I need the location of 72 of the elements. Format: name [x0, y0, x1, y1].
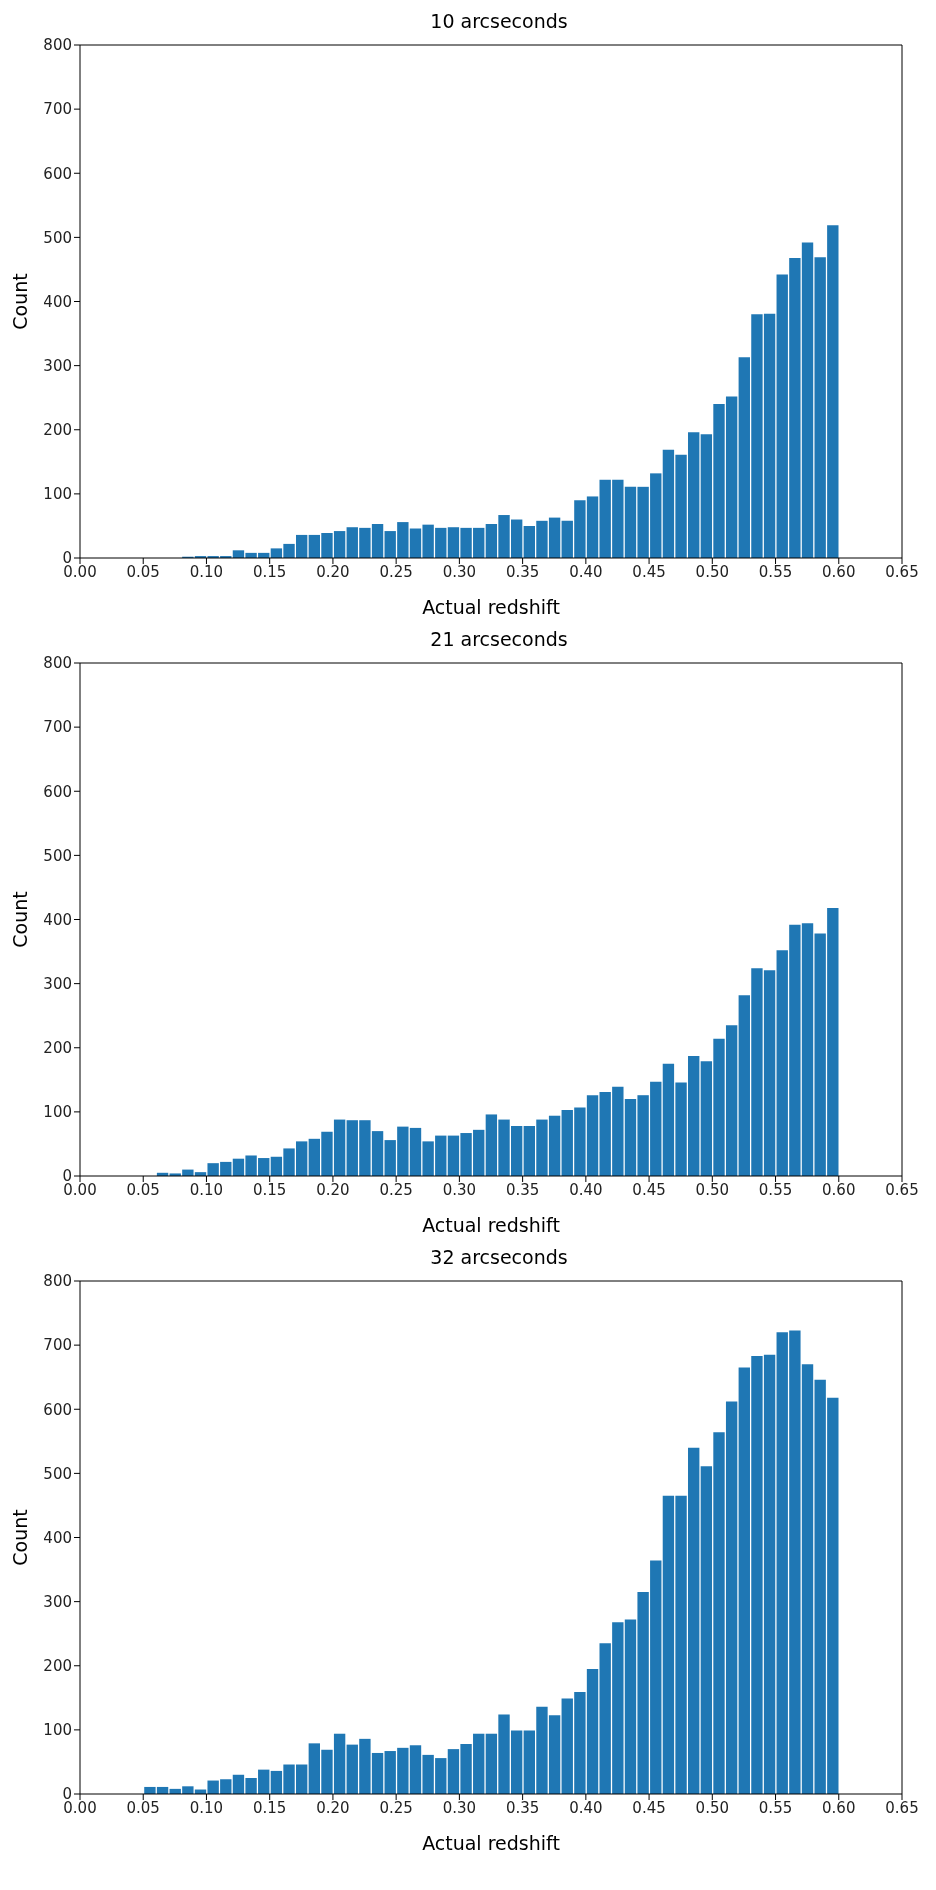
x-axis-title: Actual redshift [422, 1214, 560, 1236]
x-tick-label: 0.30 [442, 1180, 477, 1199]
y-tick-label: 800 [43, 1272, 72, 1291]
x-tick-label: 0.60 [822, 1180, 856, 1199]
y-axis-title: Count [8, 1509, 31, 1566]
x-tick-label: 0.55 [758, 562, 793, 581]
x-tick-label: 0.35 [505, 1798, 540, 1817]
x-tick-label: 0.55 [758, 1180, 793, 1199]
y-tick-label: 800 [43, 654, 72, 673]
x-tick-label: 0.45 [632, 562, 666, 581]
y-tick-label: 400 [43, 292, 72, 311]
x-tick-label: 0.20 [316, 1180, 350, 1199]
x-tick-label: 0.65 [885, 1798, 919, 1817]
x-tick-label: 0.25 [379, 1180, 413, 1199]
y-tick-label: 500 [43, 228, 72, 247]
y-tick-label: 300 [43, 1592, 72, 1611]
y-tick-label: 100 [43, 485, 72, 504]
y-tick-label: 700 [43, 1336, 72, 1355]
x-tick-label: 0.40 [569, 1798, 603, 1817]
y-axis-title: Count [8, 891, 31, 948]
x-tick-label: 0.20 [316, 562, 350, 581]
x-tick-label: 0.60 [822, 562, 856, 581]
x-tick-label: 0.15 [252, 562, 287, 581]
x-tick-label: 0.15 [252, 1798, 287, 1817]
y-tick-label: 300 [43, 974, 72, 993]
x-tick-label: 0.10 [189, 562, 224, 581]
x-tick-label: 0.30 [442, 1798, 477, 1817]
y-tick-label: 500 [43, 846, 72, 865]
y-tick-label: 600 [43, 782, 72, 801]
x-tick-label: 0.05 [126, 1798, 160, 1817]
x-tick-label: 0.35 [505, 562, 540, 581]
x-tick-label: 0.40 [569, 562, 603, 581]
x-tick-label: 0.20 [316, 1798, 350, 1817]
x-tick-label: 0.10 [189, 1180, 224, 1199]
y-tick-label: 700 [43, 718, 72, 737]
y-tick-label: 700 [43, 100, 72, 119]
x-tick-label: 0.15 [252, 1180, 287, 1199]
x-tick-label: 0.25 [379, 1798, 413, 1817]
y-axis-title: Count [8, 273, 31, 330]
x-tick-label: 0.45 [632, 1798, 666, 1817]
y-tick-label: 300 [43, 356, 72, 375]
y-tick-label: 800 [43, 36, 72, 55]
x-tick-label: 0.65 [885, 562, 919, 581]
y-tick-label: 100 [43, 1103, 72, 1122]
x-tick-label: 0.10 [189, 1798, 224, 1817]
chart-title: 10 arcseconds [429, 9, 569, 34]
y-tick-label: 600 [43, 164, 72, 183]
x-tick-label: 0.55 [758, 1798, 793, 1817]
x-tick-label: 0.30 [442, 562, 477, 581]
x-axis-title: Actual redshift [422, 1832, 560, 1854]
x-tick-label: 0.05 [126, 562, 160, 581]
x-tick-label: 0.50 [695, 1180, 730, 1199]
x-tick-label: 0.65 [885, 1180, 919, 1199]
x-axis-title: Actual redshift [422, 596, 560, 618]
y-tick-label: 100 [43, 1721, 72, 1740]
y-tick-label: 200 [43, 421, 72, 440]
x-tick-label: 0.50 [695, 1798, 730, 1817]
y-tick-label: 600 [43, 1400, 72, 1419]
x-tick-label: 0.05 [126, 1180, 160, 1199]
x-tick-label: 0.35 [505, 1180, 540, 1199]
y-tick-label: 200 [43, 1039, 72, 1058]
y-tick-label: 400 [43, 910, 72, 929]
y-tick-label: 500 [43, 1464, 72, 1483]
x-tick-label: 0.50 [695, 562, 730, 581]
chart-title: 32 arcseconds [429, 1245, 569, 1270]
x-tick-label: 0.40 [569, 1180, 603, 1199]
x-tick-label: 0.45 [632, 1180, 666, 1199]
y-tick-label: 400 [43, 1528, 72, 1547]
x-tick-label: 0.25 [379, 562, 413, 581]
y-tick-label: 200 [43, 1657, 72, 1676]
chart-title: 21 arcseconds [429, 627, 569, 652]
x-tick-label: 0.60 [822, 1798, 856, 1817]
